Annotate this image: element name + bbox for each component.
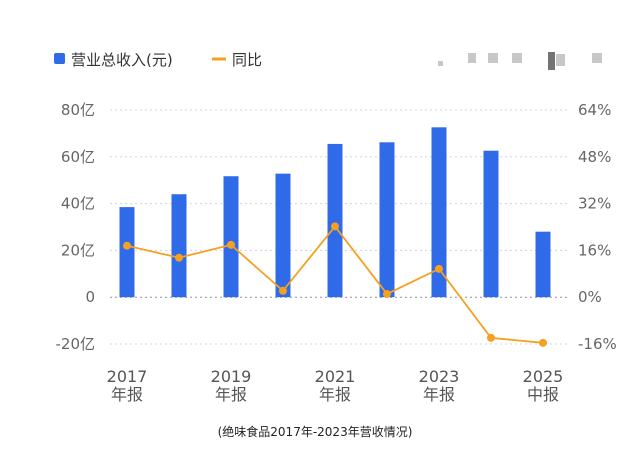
yoy-point [279, 286, 287, 295]
revenue-bar [431, 127, 447, 298]
y-right-tick-label: 64% [578, 101, 611, 119]
legend-bar-swatch [54, 53, 65, 64]
y-left-tick-label: 40亿 [61, 195, 95, 213]
y-left-tick-label: 20亿 [61, 241, 95, 259]
revenue-bar [119, 207, 135, 298]
revenue-bar [223, 176, 239, 298]
x-tick-label-period: 年报 [215, 385, 247, 404]
x-tick-label-period: 年报 [423, 385, 455, 404]
line-series [123, 222, 547, 347]
x-tick-label-year: 2021 [315, 367, 356, 386]
yoy-point [175, 253, 183, 262]
revenue-bar [483, 150, 499, 298]
y-right-tick-label: -16% [578, 335, 617, 353]
revenue-bar [275, 173, 291, 298]
x-tick-label-period: 年报 [111, 385, 143, 404]
x-tick-label-period: 年报 [319, 385, 351, 404]
x-tick-label-period: 中报 [527, 385, 559, 404]
yoy-point [487, 333, 495, 342]
yoy-point [539, 338, 547, 347]
yoy-point [383, 289, 391, 298]
yoy-point [435, 264, 443, 273]
legend-bar-label: 营业总收入(元) [71, 51, 173, 69]
revenue-bar [535, 231, 551, 298]
revenue-bar [327, 143, 343, 298]
y-left-tick-label: 60亿 [61, 148, 95, 166]
blurred-icon [468, 53, 476, 63]
x-tick-label-year: 2025 [523, 367, 564, 386]
y-right-tick-label: 32% [578, 195, 611, 213]
yoy-point [331, 222, 339, 231]
chart-caption: (绝味食品2017年-2023年营收情况) [218, 424, 413, 439]
revenue-bar [171, 194, 187, 298]
y-left-tick-label: 80亿 [61, 101, 95, 119]
y-left-tick-label: -20亿 [56, 335, 96, 353]
x-tick-label-year: 2017 [107, 367, 148, 386]
y-axis-left: 80亿 60亿 40亿 20亿 0 -20亿 [56, 101, 96, 353]
x-tick-label-year: 2023 [419, 367, 460, 386]
y-right-tick-label: 16% [578, 241, 611, 259]
legend: 营业总收入(元) 同比 [54, 51, 262, 69]
bar-series [119, 127, 551, 298]
y-right-tick-label: 48% [578, 148, 611, 166]
blurred-icon [592, 53, 602, 63]
blurred-icon [488, 53, 498, 63]
blurred-icon [548, 52, 555, 70]
blurred-icon [556, 54, 565, 66]
legend-line-label: 同比 [232, 51, 262, 69]
blurred-toolbar [438, 52, 602, 70]
blurred-icon [512, 53, 522, 63]
y-right-tick-label: 0% [578, 288, 602, 306]
revenue-bar [379, 142, 395, 298]
y-axis-right: 64% 48% 32% 16% 0% -16% [578, 101, 617, 353]
yoy-point [123, 241, 131, 250]
yoy-point [227, 240, 235, 249]
y-left-tick-label: 0 [85, 288, 95, 306]
x-tick-label-year: 2019 [211, 367, 252, 386]
blurred-icon [438, 61, 443, 66]
